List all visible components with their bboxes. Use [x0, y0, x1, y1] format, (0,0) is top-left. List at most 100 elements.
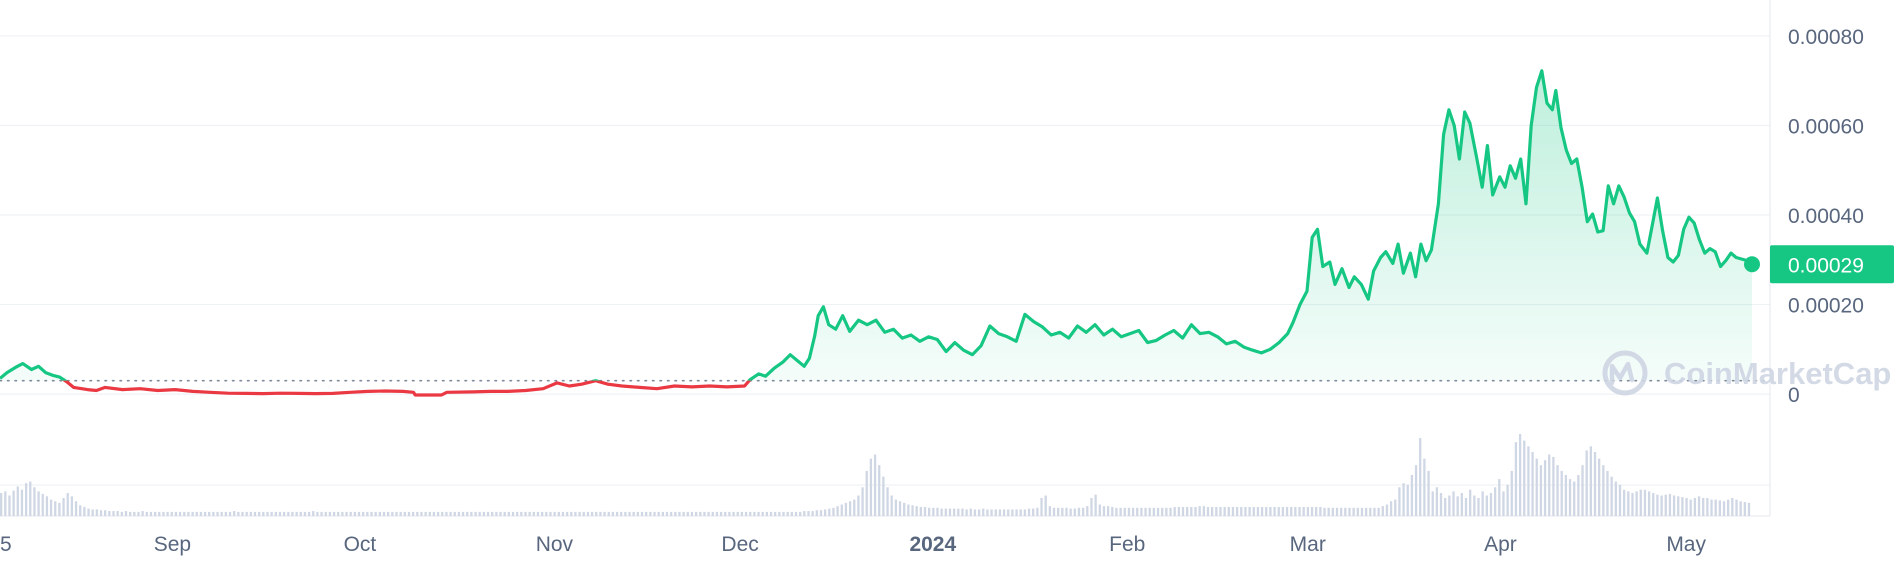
volume-bar [499, 511, 502, 516]
volume-bar [324, 511, 327, 516]
volume-bar [1169, 507, 1172, 516]
volume-bar [1294, 506, 1297, 516]
volume-bar [353, 511, 357, 516]
volume-bar [977, 509, 981, 516]
volume-bar [1194, 506, 1197, 516]
volume-bar [844, 502, 848, 516]
volume-bar [657, 511, 660, 516]
volume-bar [212, 511, 215, 516]
volume-bar [74, 501, 78, 516]
volume-bar [1473, 495, 1476, 516]
volume-bar [549, 511, 552, 516]
volume-bar [1585, 450, 1588, 516]
volume-bar [428, 511, 431, 516]
volume-bar [291, 511, 294, 516]
volume-bar [362, 511, 365, 516]
volume-bar [174, 511, 178, 516]
volume-bar [1090, 497, 1093, 516]
volume-bar [1556, 465, 1559, 516]
volume-bar [395, 511, 398, 516]
volume-bar [1598, 458, 1601, 516]
volume-bar [1506, 484, 1509, 516]
volume-bar [1181, 506, 1185, 516]
volume-bar [607, 511, 610, 516]
volume-bar [1285, 506, 1289, 516]
volume-bar [853, 499, 856, 516]
volume-bar [1269, 506, 1272, 516]
volume-bar [678, 511, 681, 516]
volume-bar [736, 511, 739, 516]
volume-bar [1344, 507, 1347, 516]
volume-bar [441, 511, 444, 516]
volume-bar [24, 483, 28, 516]
watermark-text: CoinMarketCap [1664, 356, 1891, 391]
volume-bar [1215, 506, 1218, 516]
volume-bar [1552, 456, 1555, 516]
y-tick-label: 0 [1788, 384, 1800, 407]
volume-bar [1531, 452, 1534, 516]
volume-bar [249, 511, 252, 516]
volume-bar [1023, 509, 1027, 516]
volume-bar [1356, 507, 1359, 516]
volume-bar [1015, 509, 1018, 516]
volume-bar [245, 511, 248, 516]
volume-bar [973, 509, 977, 516]
volume-bar [295, 511, 298, 516]
volume-bar [1235, 506, 1239, 516]
volume-bar [1086, 506, 1089, 516]
volume-bar [407, 511, 411, 516]
volume-bar [328, 511, 332, 516]
volume-bar [769, 511, 773, 516]
volume-bar [694, 511, 698, 516]
volume-bar [270, 511, 273, 516]
volume-bar [811, 511, 814, 516]
y-tick-label: 0.00060 [1788, 115, 1864, 138]
volume-bar [1123, 507, 1126, 516]
volume-bar [740, 511, 744, 516]
volume-bar [1652, 493, 1655, 516]
volume-bar [1514, 442, 1518, 516]
volume-bar [565, 511, 569, 516]
volume-bar [453, 511, 456, 516]
volume-bar [357, 511, 361, 516]
volume-bar [819, 510, 823, 516]
volume-bar [516, 511, 519, 516]
volume-bar [661, 511, 664, 516]
volume-bar [337, 511, 340, 516]
volume-bar [670, 511, 673, 516]
volume-bar [1027, 508, 1031, 516]
volume-bar [503, 511, 506, 516]
volume-bar [719, 511, 723, 516]
volume-bar [1493, 487, 1497, 516]
volume-bar [241, 511, 244, 516]
volume-bar [1290, 506, 1293, 516]
current-price-badge: 0.00029 [1770, 245, 1894, 284]
volume-bar [1098, 504, 1101, 516]
volume-bar [1460, 493, 1463, 516]
volume-bar [474, 511, 477, 516]
volume-bar [1627, 491, 1630, 516]
volume-bar [878, 465, 881, 516]
volume-bar [574, 511, 577, 516]
volume-bar [262, 511, 265, 516]
volume-bar [778, 511, 781, 516]
volume-bar [416, 511, 419, 516]
volume-bar [1523, 440, 1526, 516]
volume-bar [1647, 491, 1651, 516]
volume-bar [237, 511, 240, 516]
volume-bar [1156, 507, 1160, 516]
volume-bar [307, 511, 311, 516]
volume-bar [928, 507, 931, 516]
volume-bar [145, 511, 148, 516]
volume-bar [840, 504, 843, 516]
volume-bar [1589, 446, 1592, 516]
price-area-fill [0, 70, 1752, 381]
volume-bar [774, 511, 777, 516]
volume-bar [1739, 501, 1742, 516]
volume-bar [1165, 507, 1168, 516]
volume-bar [1161, 507, 1164, 516]
volume-bar [1202, 506, 1205, 516]
volume-bar [1131, 507, 1135, 516]
volume-bar [944, 508, 947, 516]
